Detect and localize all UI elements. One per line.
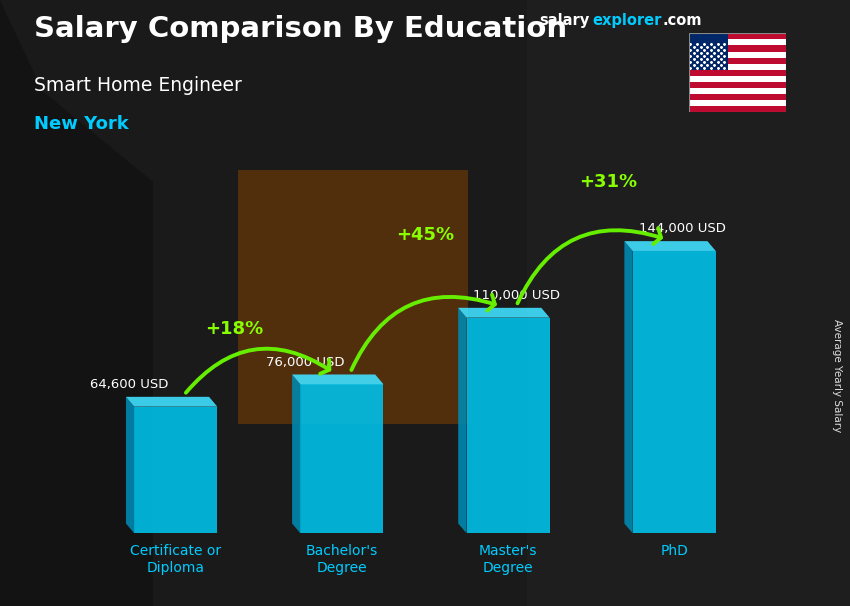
Polygon shape — [0, 0, 153, 606]
Bar — [527, 0, 850, 606]
Polygon shape — [126, 397, 134, 533]
Bar — [688, 106, 786, 112]
Bar — [688, 88, 786, 94]
Text: Average Yearly Salary: Average Yearly Salary — [832, 319, 842, 432]
Polygon shape — [458, 308, 467, 533]
Bar — [688, 70, 786, 76]
Bar — [688, 64, 786, 70]
Polygon shape — [625, 241, 716, 251]
Bar — [688, 82, 786, 88]
Bar — [688, 33, 786, 39]
Bar — [688, 33, 728, 70]
Text: +45%: +45% — [396, 226, 454, 244]
Text: +31%: +31% — [579, 173, 637, 191]
Bar — [688, 39, 786, 45]
Bar — [688, 76, 786, 82]
Text: .com: .com — [663, 13, 702, 28]
Text: Salary Comparison By Education: Salary Comparison By Education — [34, 15, 567, 43]
Text: +18%: +18% — [205, 321, 263, 338]
Polygon shape — [126, 397, 218, 407]
Text: 76,000 USD: 76,000 USD — [266, 356, 344, 368]
Polygon shape — [134, 407, 218, 533]
Polygon shape — [300, 384, 383, 533]
Polygon shape — [625, 241, 632, 533]
Text: Smart Home Engineer: Smart Home Engineer — [34, 76, 242, 95]
Bar — [688, 94, 786, 100]
Text: 64,600 USD: 64,600 USD — [90, 378, 168, 391]
Text: 144,000 USD: 144,000 USD — [639, 222, 726, 235]
Text: New York: New York — [34, 115, 128, 133]
Polygon shape — [632, 251, 716, 533]
Text: salary: salary — [540, 13, 590, 28]
Polygon shape — [238, 170, 468, 424]
Bar — [688, 58, 786, 64]
Text: explorer: explorer — [592, 13, 662, 28]
Bar — [688, 100, 786, 106]
Polygon shape — [458, 308, 550, 318]
Polygon shape — [467, 318, 550, 533]
Polygon shape — [292, 375, 300, 533]
Bar — [688, 52, 786, 58]
Bar — [688, 45, 786, 52]
Polygon shape — [292, 375, 383, 384]
Text: 110,000 USD: 110,000 USD — [473, 289, 560, 302]
